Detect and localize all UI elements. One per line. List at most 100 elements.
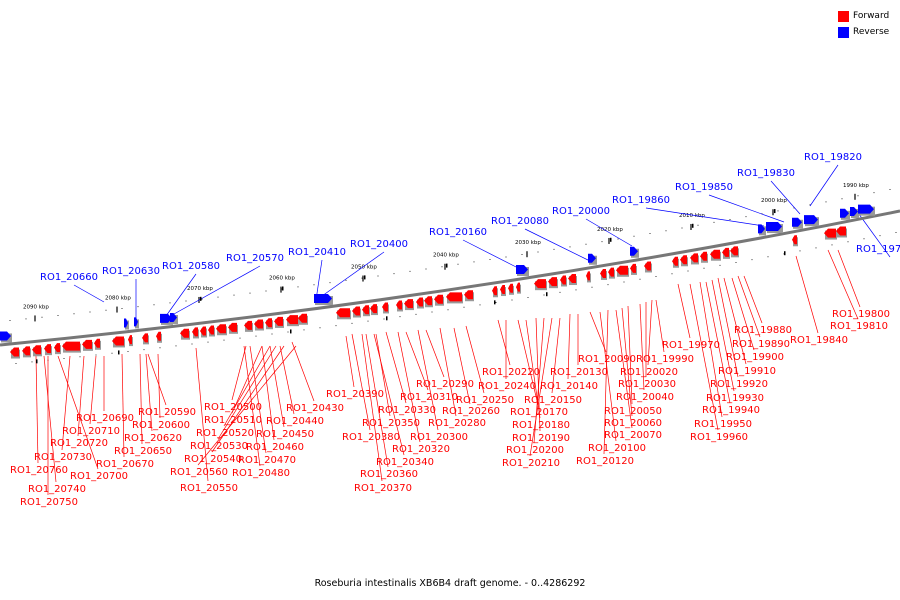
leader-line <box>121 353 125 458</box>
gene-label-ro1-19900: RO1_19900 <box>726 352 784 363</box>
leader-line <box>35 355 39 464</box>
leader-line <box>717 277 739 378</box>
gene-label-ro1-19810: RO1_19810 <box>830 321 888 332</box>
gene-label-ro1-20720: RO1_20720 <box>50 438 108 449</box>
gene-label-ro1-20760: RO1_20760 <box>10 465 68 476</box>
reverse-gene-arrow <box>124 318 128 328</box>
forward-gene-arrow <box>298 313 307 323</box>
gene-label-ro1-20120: RO1_20120 <box>576 456 634 467</box>
gene-label-ro1-20380: RO1_20380 <box>342 432 400 443</box>
gene-marker <box>546 292 548 297</box>
gene-marker <box>774 209 776 214</box>
gene-label-ro1-20630: RO1_20630 <box>102 266 160 277</box>
forward-gene-arrow <box>644 261 651 271</box>
gene-label-ro1-20700: RO1_20700 <box>70 471 128 482</box>
leader-line <box>385 331 407 404</box>
gene-label-ro1-20200: RO1_20200 <box>506 445 564 456</box>
gene-label-ro1-20000: RO1_20000 <box>552 206 610 217</box>
forward-gene-arrow <box>62 341 80 351</box>
forward-gene-arrow <box>32 345 41 355</box>
leader-line <box>231 345 263 414</box>
gene-label-ro1-19970: RO1_19970 <box>662 340 720 351</box>
gene-label-ro1-20580: RO1_20580 <box>162 261 220 272</box>
forward-gene-arrow <box>690 253 698 263</box>
gene-label-ro1-20320: RO1_20320 <box>392 444 450 455</box>
leader-line <box>195 347 209 482</box>
gene-label-ro1-19920: RO1_19920 <box>710 379 768 390</box>
reverse-gene-arrow <box>134 317 138 327</box>
reverse-gene-arrow <box>758 224 765 234</box>
gene-label-ro1-20430: RO1_20430 <box>286 403 344 414</box>
scale-tick-label: 2060 kbp <box>269 276 295 282</box>
leader-line <box>453 327 471 405</box>
gene-label-ro1-20050: RO1_20050 <box>604 406 662 417</box>
forward-gene-arrow <box>112 336 124 346</box>
gene-label-ro1-20410: RO1_20410 <box>288 247 346 258</box>
leader-line <box>279 345 295 415</box>
gene-marker <box>282 286 284 291</box>
legend-forward: Forward <box>838 9 889 23</box>
gene-marker <box>610 237 612 242</box>
leader-line <box>809 164 839 207</box>
leader-line <box>173 265 261 315</box>
gene-label-ro1-19950: RO1_19950 <box>694 419 752 430</box>
forward-gene-arrow <box>10 347 19 357</box>
gene-label-ro1-20180: RO1_20180 <box>512 420 570 431</box>
leader-line <box>139 353 143 445</box>
gene-label-ro1-19790: RO1_19790 <box>856 244 900 255</box>
leader-line <box>603 309 609 455</box>
forward-gene-arrow <box>44 344 51 354</box>
forward-gene-arrow <box>396 300 402 310</box>
leader-line <box>655 299 665 353</box>
gene-label-ro1-20210: RO1_20210 <box>502 458 560 469</box>
leader-line <box>249 345 267 454</box>
forward-gene-arrow <box>792 235 797 245</box>
leader-line <box>645 207 765 227</box>
leader-line <box>462 239 523 271</box>
gene-label-ro1-19820: RO1_19820 <box>804 152 862 163</box>
forward-gene-arrow <box>434 294 443 304</box>
legend-reverse-label: Reverse <box>853 27 890 37</box>
forward-gene-arrow <box>404 299 413 309</box>
gene-label-ro1-20130: RO1_20130 <box>550 367 608 378</box>
reverse-gene-arrow <box>630 246 638 256</box>
forward-gene-arrow <box>94 338 100 348</box>
genome-caption: Roseburia intestinalis XB6B4 draft genom… <box>314 578 586 589</box>
reverse-gene-arrow <box>516 264 528 274</box>
leader-line <box>615 309 633 429</box>
gene-label-ro1-19840: RO1_19840 <box>790 335 848 346</box>
forward-gene-arrow <box>534 279 546 289</box>
forward-gene-arrow <box>216 324 226 334</box>
leader-line <box>731 277 755 351</box>
leader-line <box>465 325 485 394</box>
gene-label-ro1-20390: RO1_20390 <box>326 389 384 400</box>
forward-gene-arrow <box>82 339 92 349</box>
gene-label-ro1-20540: RO1_20540 <box>184 454 242 465</box>
forward-gene-arrow <box>492 286 497 296</box>
leader-line <box>517 319 539 406</box>
forward-gene-arrow <box>616 265 628 275</box>
gene-label-ro1-20750: RO1_20750 <box>20 497 78 508</box>
reverse-gene-arrow <box>170 313 177 323</box>
leader-line <box>524 228 593 263</box>
scale-tick-label: 1990 kbp <box>843 183 869 189</box>
forward-gene-arrow <box>142 333 148 343</box>
gene-label-ro1-19860: RO1_19860 <box>612 195 670 206</box>
gene-label-ro1-20530: RO1_20530 <box>190 441 248 452</box>
forward-gene-arrow <box>352 306 360 316</box>
leader-line <box>397 331 421 443</box>
gene-label-ro1-20340: RO1_20340 <box>376 457 434 468</box>
leader-line <box>361 333 383 482</box>
forward-gene-arrow <box>274 316 283 326</box>
gene-label-ro1-19960: RO1_19960 <box>690 432 748 443</box>
forward-gene-arrow <box>254 319 263 329</box>
forward-gene-arrow <box>722 247 729 257</box>
legend-forward-label: Forward <box>853 11 890 21</box>
gene-label-layer: RO1_20660 RO1_20630 RO1_20580 RO1_20570 RO1_… <box>10 152 900 508</box>
gene-label-ro1-19880: RO1_19880 <box>734 325 792 336</box>
scale-tick-label: 2090 kbp <box>23 304 49 310</box>
gene-label-ro1-20740: RO1_20740 <box>28 484 86 495</box>
leader-line <box>711 279 735 392</box>
leader-line <box>365 333 389 468</box>
